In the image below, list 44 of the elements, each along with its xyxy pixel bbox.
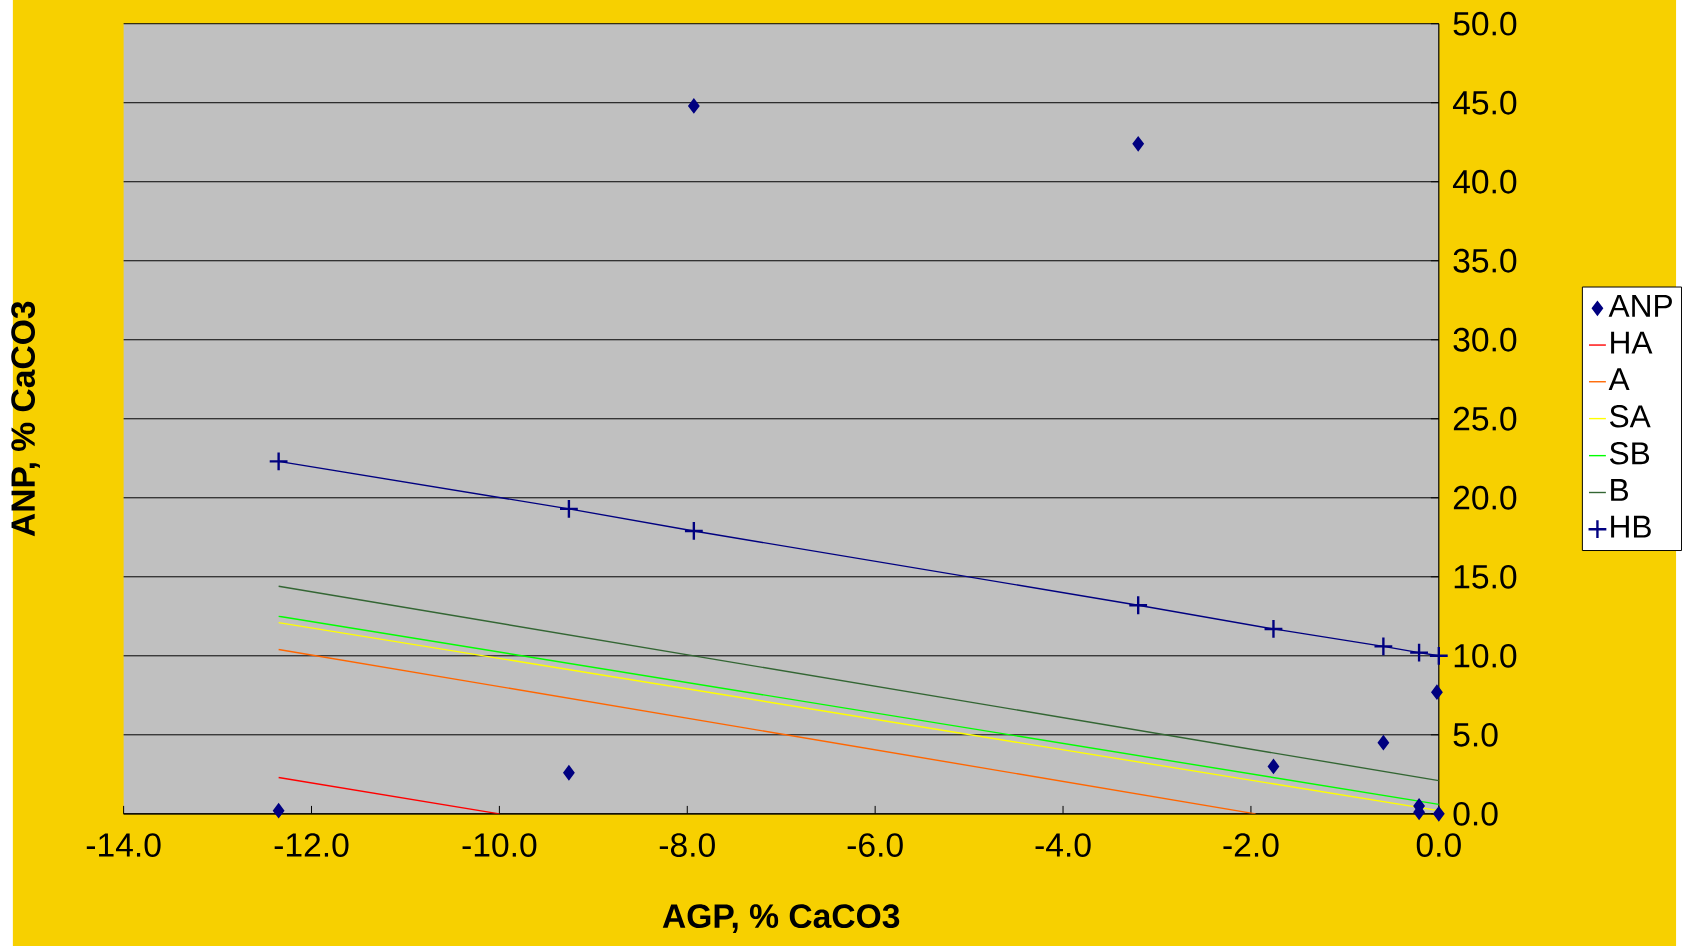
x-tick-label: -10.0 — [462, 832, 537, 857]
point — [1132, 136, 1144, 151]
y-tick-label: 10.0 — [1454, 643, 1517, 668]
x-tick-label: -12.0 — [274, 832, 349, 857]
x-axis-title: AGP, % CaCO3 — [662, 904, 900, 933]
point — [1128, 594, 1149, 616]
point — [563, 765, 575, 780]
point — [1433, 806, 1445, 821]
point — [683, 520, 704, 541]
point — [1267, 759, 1280, 774]
x-tick-label: -14.0 — [86, 832, 161, 857]
point — [268, 451, 289, 472]
legend-label: SA — [1609, 404, 1651, 428]
point — [1263, 618, 1284, 639]
point — [1377, 735, 1390, 750]
y-tick-label: 30.0 — [1453, 327, 1517, 352]
y-axis-title: ANP, % CaCO3 — [11, 301, 40, 537]
y-tick-label: 45.0 — [1452, 90, 1517, 115]
y-tick-label: 40.0 — [1452, 169, 1517, 194]
point — [1431, 684, 1443, 700]
point — [272, 803, 285, 818]
y-tick-label: 15.0 — [1454, 564, 1517, 589]
x-tick-label: -2.0 — [1223, 832, 1279, 857]
legend-label: HB — [1611, 515, 1651, 538]
point — [1428, 645, 1449, 666]
point — [1408, 642, 1430, 663]
legend-label: ANP — [1608, 294, 1672, 317]
y-tick-label: 25.0 — [1453, 406, 1517, 431]
y-tick-label: 20.0 — [1453, 485, 1517, 510]
legend-label: B — [1611, 478, 1628, 501]
legend-label: SB — [1609, 441, 1650, 465]
legend-label: A — [1608, 368, 1630, 390]
x-tick-label: -6.0 — [847, 832, 903, 857]
y-tick-label: 5.0 — [1453, 722, 1498, 747]
y-tick-label: 50.0 — [1453, 11, 1517, 36]
point — [688, 98, 700, 113]
x-tick-label: -8.0 — [659, 832, 715, 857]
y-tick-label: 0.0 — [1453, 801, 1498, 826]
x-tick-label: -4.0 — [1035, 832, 1091, 857]
y-tick-label: 35.0 — [1453, 248, 1517, 273]
x-tick-label: 0.0 — [1416, 832, 1461, 857]
point — [1373, 636, 1394, 657]
point — [558, 498, 579, 519]
legend-label: HA — [1611, 331, 1653, 354]
